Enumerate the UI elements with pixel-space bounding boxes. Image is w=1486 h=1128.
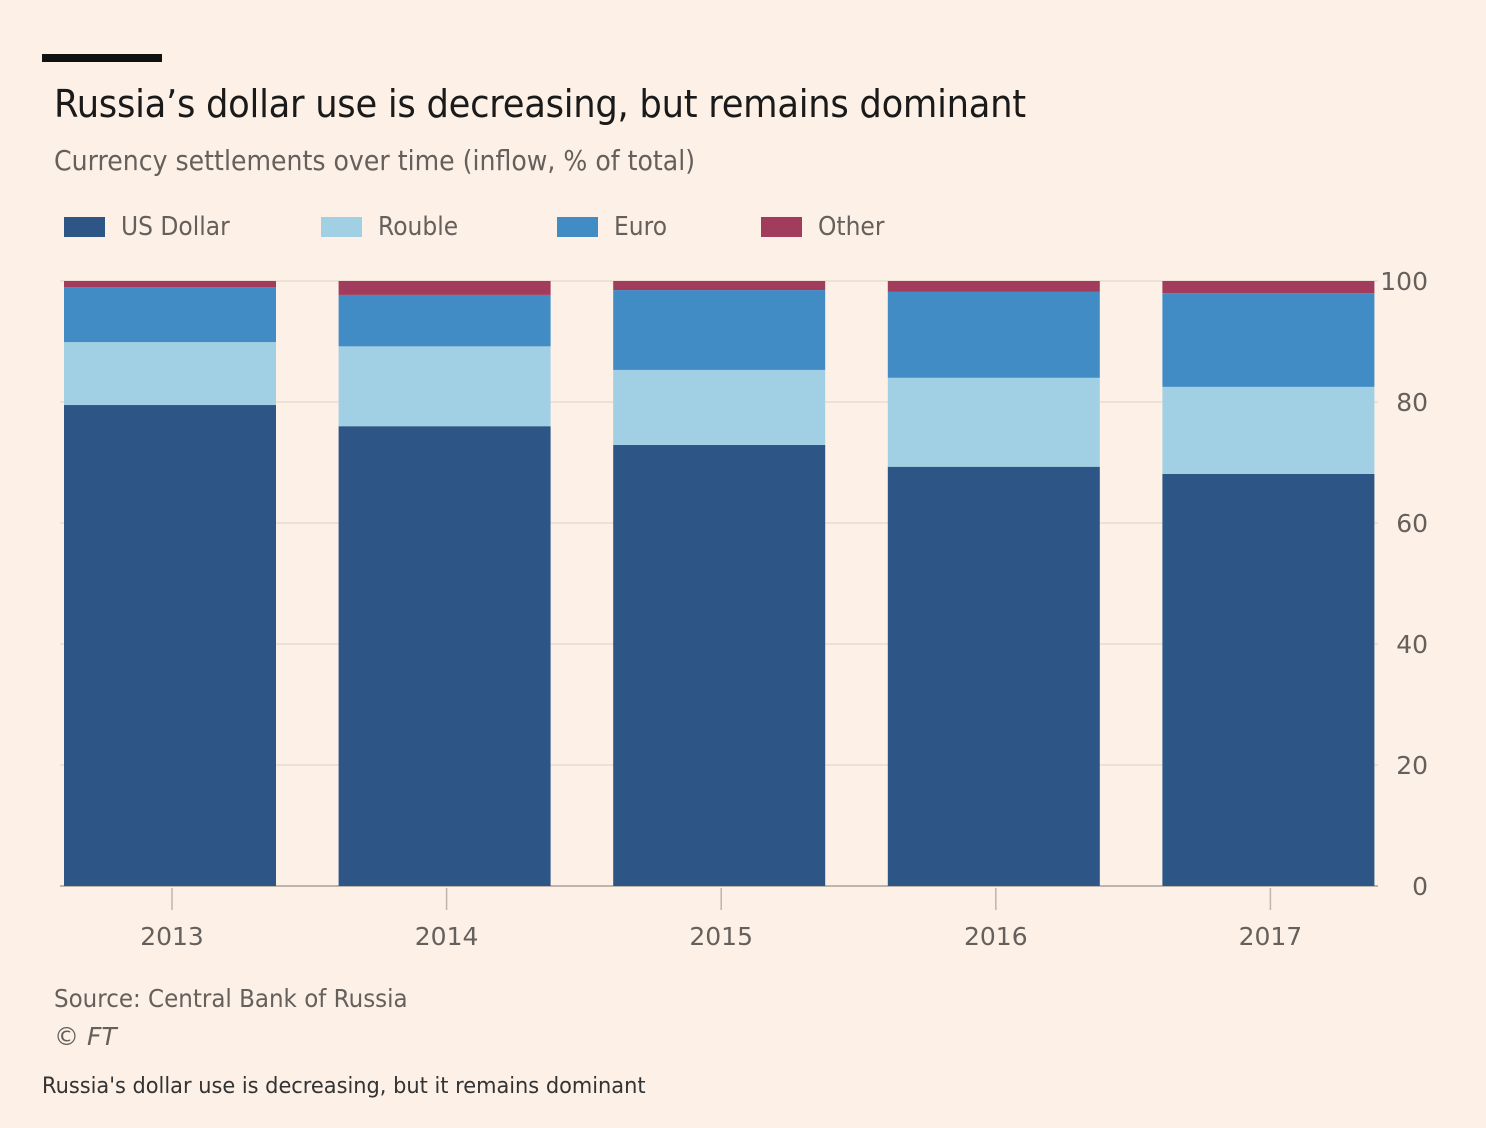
bar-segment-other — [64, 281, 276, 288]
bar-segment-other — [1162, 281, 1375, 294]
bar-segment-us-dollar — [887, 466, 1100, 886]
y-tick-label: 60 — [1396, 509, 1428, 538]
legend-item-other: Other — [761, 210, 892, 244]
bar-segment-rouble — [338, 346, 551, 427]
bar-segment-us-dollar — [613, 444, 826, 886]
chart-subtitle: Currency settlements over time (inflow, … — [54, 144, 696, 177]
bar-stack-2017 — [1162, 281, 1375, 886]
title-accent-bar — [42, 54, 162, 62]
axes: 0 20 40 60 80 100 2013 2014 2015 2016 2017 — [140, 267, 1428, 951]
bar-segment-euro — [613, 290, 826, 370]
legend-swatch-euro — [557, 217, 598, 237]
legend-label: Rouble — [378, 212, 459, 242]
bar-segment-us-dollar — [64, 405, 276, 886]
bar-segment-euro — [1162, 293, 1375, 387]
y-tick-label: 80 — [1396, 388, 1428, 417]
bar-segment-us-dollar — [338, 426, 551, 886]
x-tick-label: 2017 — [1239, 922, 1303, 951]
copyright-note: © FT — [54, 1022, 117, 1051]
legend-swatch-other — [761, 217, 802, 237]
bars — [64, 281, 1375, 886]
bar-segment-euro — [64, 287, 276, 343]
chart-title: Russia’s dollar use is decreasing, but r… — [54, 82, 1026, 126]
legend-label: US Dollar — [121, 212, 230, 242]
x-tick-label: 2016 — [964, 922, 1028, 951]
legend-swatch-us-dollar — [64, 217, 105, 237]
bar-stack-2014 — [338, 281, 551, 886]
bar-stack-2015 — [613, 281, 826, 886]
legend-item-euro: Euro — [557, 210, 673, 244]
bar-segment-euro — [887, 291, 1100, 378]
bar-segment-rouble — [1162, 386, 1375, 474]
source-note: Source: Central Bank of Russia — [54, 984, 408, 1013]
legend-item-rouble: Rouble — [321, 210, 467, 244]
bar-segment-euro — [338, 294, 551, 347]
y-tick-label: 40 — [1396, 630, 1428, 659]
bar-segment-other — [613, 281, 826, 291]
x-tick-label: 2014 — [415, 922, 479, 951]
y-tick-label: 20 — [1396, 751, 1428, 780]
legend-label: Other — [818, 212, 885, 242]
bar-segment-rouble — [887, 377, 1100, 467]
x-tick-label: 2015 — [689, 922, 753, 951]
bar-segment-us-dollar — [1162, 473, 1375, 886]
legend-label: Euro — [614, 212, 668, 242]
bar-segment-other — [887, 281, 1100, 292]
legend-item-us-dollar: US Dollar — [64, 210, 242, 244]
y-tick-label: 0 — [1412, 872, 1428, 901]
x-tick-label: 2013 — [140, 922, 204, 951]
bar-stack-2013 — [64, 281, 276, 886]
bar-segment-rouble — [64, 342, 276, 406]
bar-stack-2016 — [887, 281, 1100, 886]
y-tick-label: 100 — [1380, 267, 1428, 296]
bar-segment-other — [338, 281, 551, 295]
legend-swatch-rouble — [321, 217, 362, 237]
bar-segment-rouble — [613, 369, 826, 445]
image-caption: Russia's dollar use is decreasing, but i… — [42, 1074, 646, 1099]
